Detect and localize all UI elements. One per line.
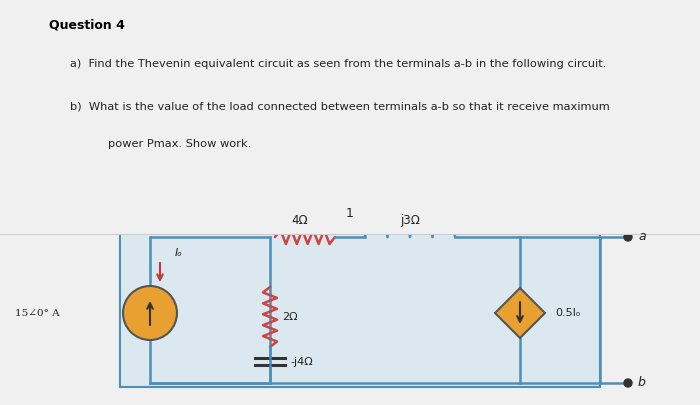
- Text: -j4Ω: -j4Ω: [290, 357, 313, 367]
- Text: Iₒ: Iₒ: [175, 248, 183, 258]
- Text: a)  Find the Thevenin equivalent circuit as seen from the terminals a-b in the f: a) Find the Thevenin equivalent circuit …: [70, 59, 606, 69]
- Polygon shape: [495, 288, 545, 338]
- Text: power Pmax. Show work.: power Pmax. Show work.: [108, 139, 252, 149]
- Circle shape: [624, 379, 632, 387]
- Circle shape: [624, 233, 632, 241]
- Text: b: b: [638, 377, 646, 390]
- Text: 1: 1: [346, 207, 354, 220]
- Text: Question 4: Question 4: [49, 19, 125, 32]
- Text: 0.5Iₒ: 0.5Iₒ: [555, 308, 580, 318]
- Text: j3Ω: j3Ω: [400, 214, 420, 227]
- Text: b)  What is the value of the load connected between terminals a-b so that it rec: b) What is the value of the load connect…: [70, 101, 610, 111]
- Text: 15∠0° A: 15∠0° A: [15, 309, 60, 318]
- Text: a: a: [638, 230, 645, 243]
- Circle shape: [123, 286, 177, 340]
- Text: 4Ω: 4Ω: [292, 214, 308, 227]
- FancyBboxPatch shape: [120, 232, 600, 387]
- Text: 2Ω: 2Ω: [282, 312, 298, 322]
